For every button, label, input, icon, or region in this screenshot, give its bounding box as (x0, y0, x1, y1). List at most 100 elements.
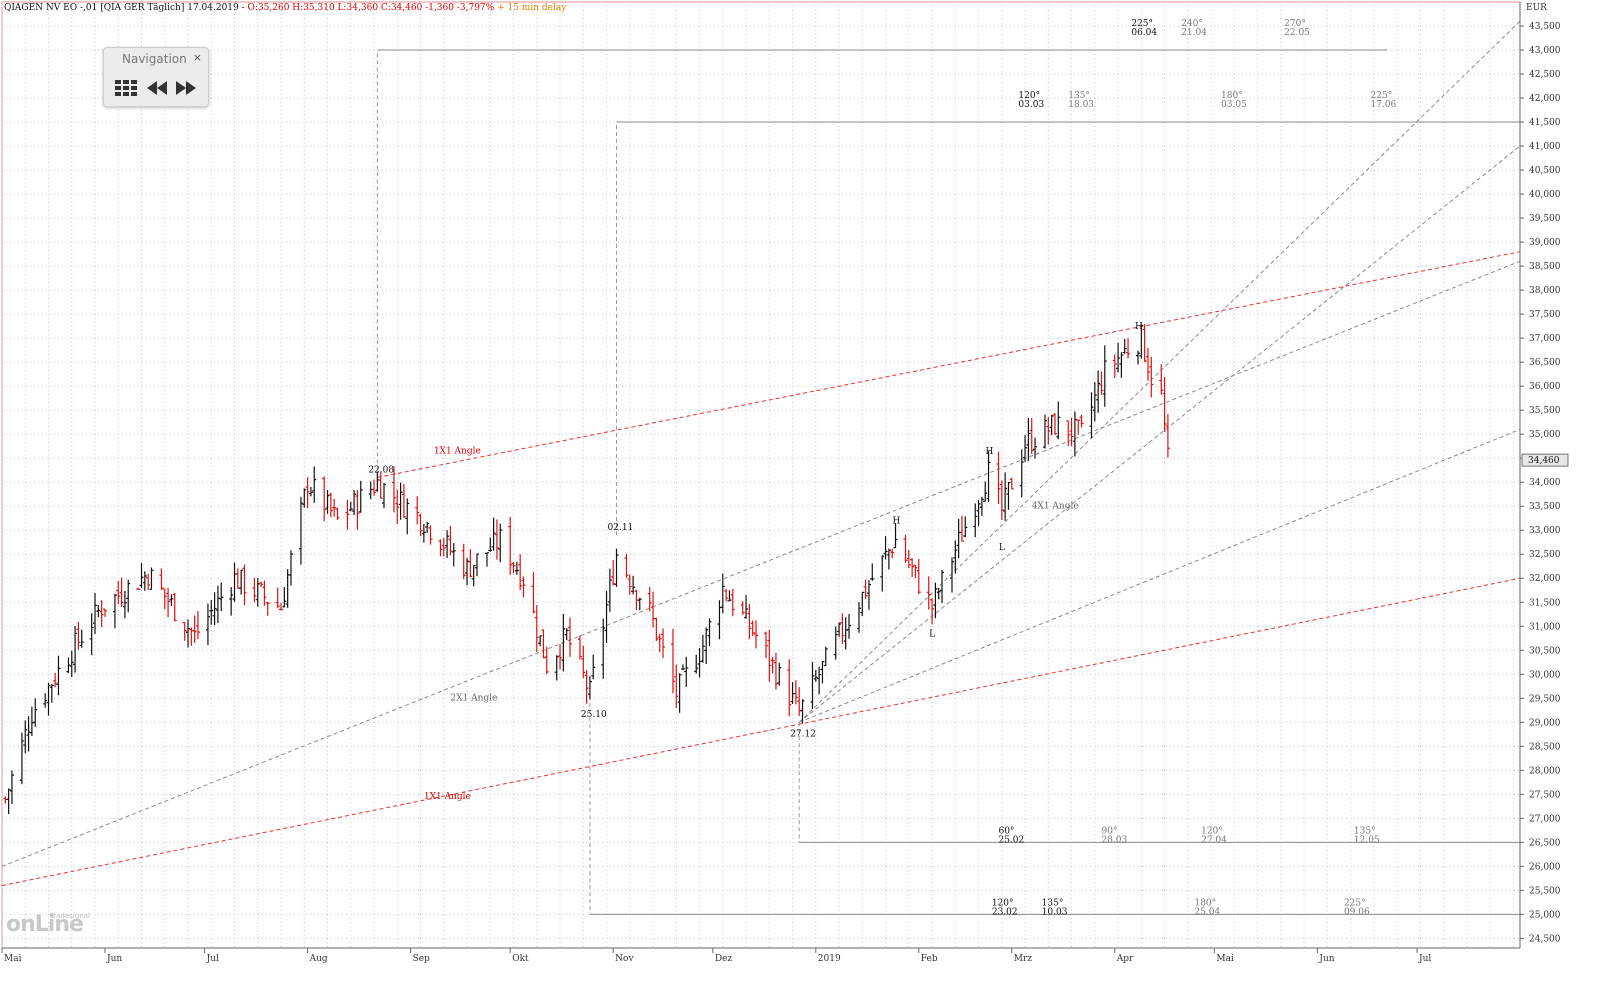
y-tick-label: 36,500 (1529, 358, 1561, 368)
x-tick-label: Jul (1418, 954, 1431, 964)
cycle-date: 10.03 (1042, 907, 1068, 917)
cycle-date: 03.03 (1018, 100, 1044, 110)
y-tick-label: 39,500 (1529, 214, 1561, 224)
cycle-degree: 135° (1068, 91, 1090, 101)
y-tick-label: 41,500 (1529, 118, 1561, 128)
x-tick-label: Mai (1216, 954, 1234, 964)
gann-line (377, 251, 1521, 478)
cycle-date: 17.06 (1371, 100, 1397, 110)
hl-mark: H (1135, 322, 1143, 332)
cycle-date: 18.03 (1068, 100, 1094, 110)
x-tick-label: Mai (4, 954, 22, 964)
last-price-label: 34,460 (1528, 456, 1560, 466)
x-tick-label: Jul (206, 954, 219, 964)
y-tick-label: 29,000 (1529, 718, 1561, 728)
y-tick-label: 31,000 (1529, 622, 1561, 632)
cycle-degree: 225° (1344, 898, 1366, 908)
angle-label: 1X1 Angle (424, 792, 471, 802)
cycle-degree: 225° (1371, 91, 1393, 101)
delay-notice: + 15 min delay (497, 3, 567, 13)
y-tick-label: 37,500 (1529, 310, 1561, 320)
cycle-date: 23.02 (992, 907, 1018, 917)
cycle-degree: 180° (1194, 898, 1216, 908)
y-tick-label: 32,500 (1529, 550, 1561, 560)
cycle-degree: 180° (1221, 91, 1243, 101)
step-back-icon[interactable] (145, 78, 169, 98)
y-tick-label: 43,000 (1529, 46, 1561, 56)
cycle-date: 25.02 (998, 835, 1024, 845)
y-tick-label: 40,500 (1529, 166, 1561, 176)
y-tick-label: 39,000 (1529, 238, 1561, 248)
y-tick-label: 38,500 (1529, 262, 1561, 272)
gann-line (1, 260, 1521, 867)
angle-label: 2X1 Angle (450, 694, 497, 704)
pivot-label: 25.10 (581, 710, 607, 720)
x-tick-label: Okt (512, 954, 529, 964)
y-tick-label: 42,500 (1529, 70, 1561, 80)
gann-lines (1, 20, 1521, 887)
y-tick-label: 25,000 (1529, 910, 1561, 920)
cycle-date: 09.06 (1344, 907, 1370, 917)
cycle-degree: 135° (1354, 826, 1376, 836)
x-axis: Mai Jun Jul Aug Sep Okt Nov Dez 2019 Feb Mrz Apr Mai… (1, 947, 1520, 964)
y-tick-label: 25,500 (1529, 886, 1561, 896)
cycle-date: 12.05 (1354, 835, 1380, 845)
ohlc-readout: O:35,260 H:35,310 L:34,360 C:34,460 -1,3… (247, 3, 495, 13)
y-tick-label: 30,000 (1529, 670, 1561, 680)
hl-mark: L (999, 543, 1005, 553)
x-tick-label: Dez (715, 954, 733, 964)
y-tick-label: 27,500 (1529, 790, 1561, 800)
pivot-label: 02.11 (608, 523, 634, 533)
chart-title: QIAGEN NV EO -,01 [QIA GER Täglich] 17.0… (4, 3, 245, 13)
y-tick-label: 40,000 (1529, 190, 1561, 200)
cycle-degree: 90° (1101, 826, 1117, 836)
gann-line (798, 145, 1521, 723)
x-tick-label: Jun (106, 954, 122, 964)
cycle-date: 28.03 (1101, 835, 1127, 845)
currency-label: EUR (1526, 3, 1547, 13)
plot-frame (1, 1, 1521, 949)
y-tick-label: 28,500 (1529, 742, 1561, 752)
x-tick-label: Mrz (1014, 954, 1033, 964)
y-tick-label: 28,000 (1529, 766, 1561, 776)
gann-line (799, 428, 1521, 723)
hl-mark: H (986, 447, 994, 457)
cycle-degree: 270° (1284, 19, 1306, 29)
cycle-date: 27.04 (1201, 835, 1227, 845)
chart-header: QIAGEN NV EO -,01 [QIA GER Täglich] 17.0… (4, 3, 566, 13)
cycle-date: 06.04 (1131, 28, 1157, 38)
y-tick-label: 33,500 (1529, 502, 1561, 512)
x-tick-label: Apr (1116, 954, 1134, 964)
last-price-marker (1521, 453, 1569, 467)
y-tick-label: 24,500 (1529, 934, 1561, 944)
x-tick-label: 2019 (818, 954, 841, 964)
logo-sub: Tradesignal (50, 912, 90, 920)
cycle-date: 21.04 (1181, 28, 1207, 38)
angle-label: 4X1 Angle (1032, 502, 1079, 512)
x-tick-label: Feb (921, 954, 938, 964)
cycle-date: 22.05 (1284, 28, 1310, 38)
step-forward-icon[interactable] (174, 78, 198, 98)
grid-menu-icon[interactable] (114, 78, 138, 98)
cycle-degree: 225° (1131, 19, 1153, 29)
time-cycles (376, 49, 1520, 915)
gann-line (1, 577, 1521, 887)
cycle-degree: 120° (1201, 826, 1223, 836)
y-tick-label: 34,000 (1529, 478, 1561, 488)
cycle-degree: 120° (992, 898, 1014, 908)
cycle-degree: 135° (1042, 898, 1064, 908)
cycle-degree: 240° (1181, 19, 1203, 29)
y-tick-label: 38,000 (1529, 286, 1561, 296)
y-tick-label: 35,000 (1529, 430, 1561, 440)
y-tick-label: 29,500 (1529, 694, 1561, 704)
y-tick-label: 43,500 (1529, 22, 1561, 32)
y-tick-label: 27,000 (1529, 814, 1561, 824)
angle-label: 1X1 Angle (434, 446, 481, 456)
cycle-degree: 60° (998, 826, 1014, 836)
y-axis: 24,500 25,000 25,500 26,000 26,500 27,000 27,5… (1519, 2, 1569, 948)
hl-mark: H (893, 516, 901, 526)
ohlc-bars (3, 323, 1170, 815)
close-icon[interactable]: × (192, 51, 202, 64)
cycle-degree: 120° (1018, 91, 1040, 101)
